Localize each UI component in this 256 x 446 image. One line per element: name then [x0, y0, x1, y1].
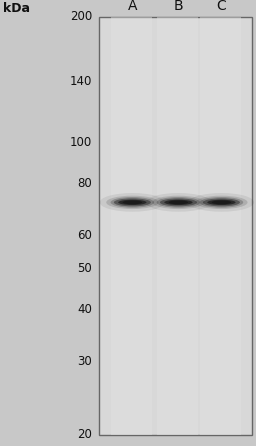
- Ellipse shape: [203, 198, 240, 206]
- Text: 60: 60: [77, 229, 92, 242]
- Ellipse shape: [152, 196, 205, 209]
- Ellipse shape: [207, 200, 236, 205]
- Ellipse shape: [118, 200, 146, 205]
- Ellipse shape: [169, 201, 188, 204]
- Ellipse shape: [100, 193, 165, 212]
- Ellipse shape: [164, 200, 193, 205]
- Ellipse shape: [212, 201, 231, 204]
- Text: 40: 40: [77, 302, 92, 316]
- Text: B: B: [174, 0, 183, 13]
- Text: 140: 140: [70, 75, 92, 88]
- Bar: [200, 17, 241, 435]
- Ellipse shape: [195, 196, 248, 209]
- Ellipse shape: [106, 196, 158, 209]
- Text: kDa: kDa: [3, 2, 29, 15]
- Ellipse shape: [189, 193, 254, 212]
- Ellipse shape: [114, 198, 151, 206]
- Text: A: A: [127, 0, 137, 13]
- Text: 50: 50: [77, 262, 92, 275]
- Ellipse shape: [146, 193, 211, 212]
- Text: C: C: [217, 0, 226, 13]
- Text: 100: 100: [70, 136, 92, 149]
- Text: 30: 30: [77, 355, 92, 368]
- Bar: [111, 17, 152, 435]
- Ellipse shape: [111, 197, 154, 208]
- Bar: [99, 17, 252, 435]
- Ellipse shape: [160, 198, 197, 206]
- Text: 20: 20: [77, 428, 92, 442]
- Ellipse shape: [157, 197, 200, 208]
- Ellipse shape: [200, 197, 243, 208]
- Text: 200: 200: [70, 10, 92, 24]
- Text: 80: 80: [77, 177, 92, 190]
- Bar: [157, 17, 198, 435]
- Ellipse shape: [123, 201, 142, 204]
